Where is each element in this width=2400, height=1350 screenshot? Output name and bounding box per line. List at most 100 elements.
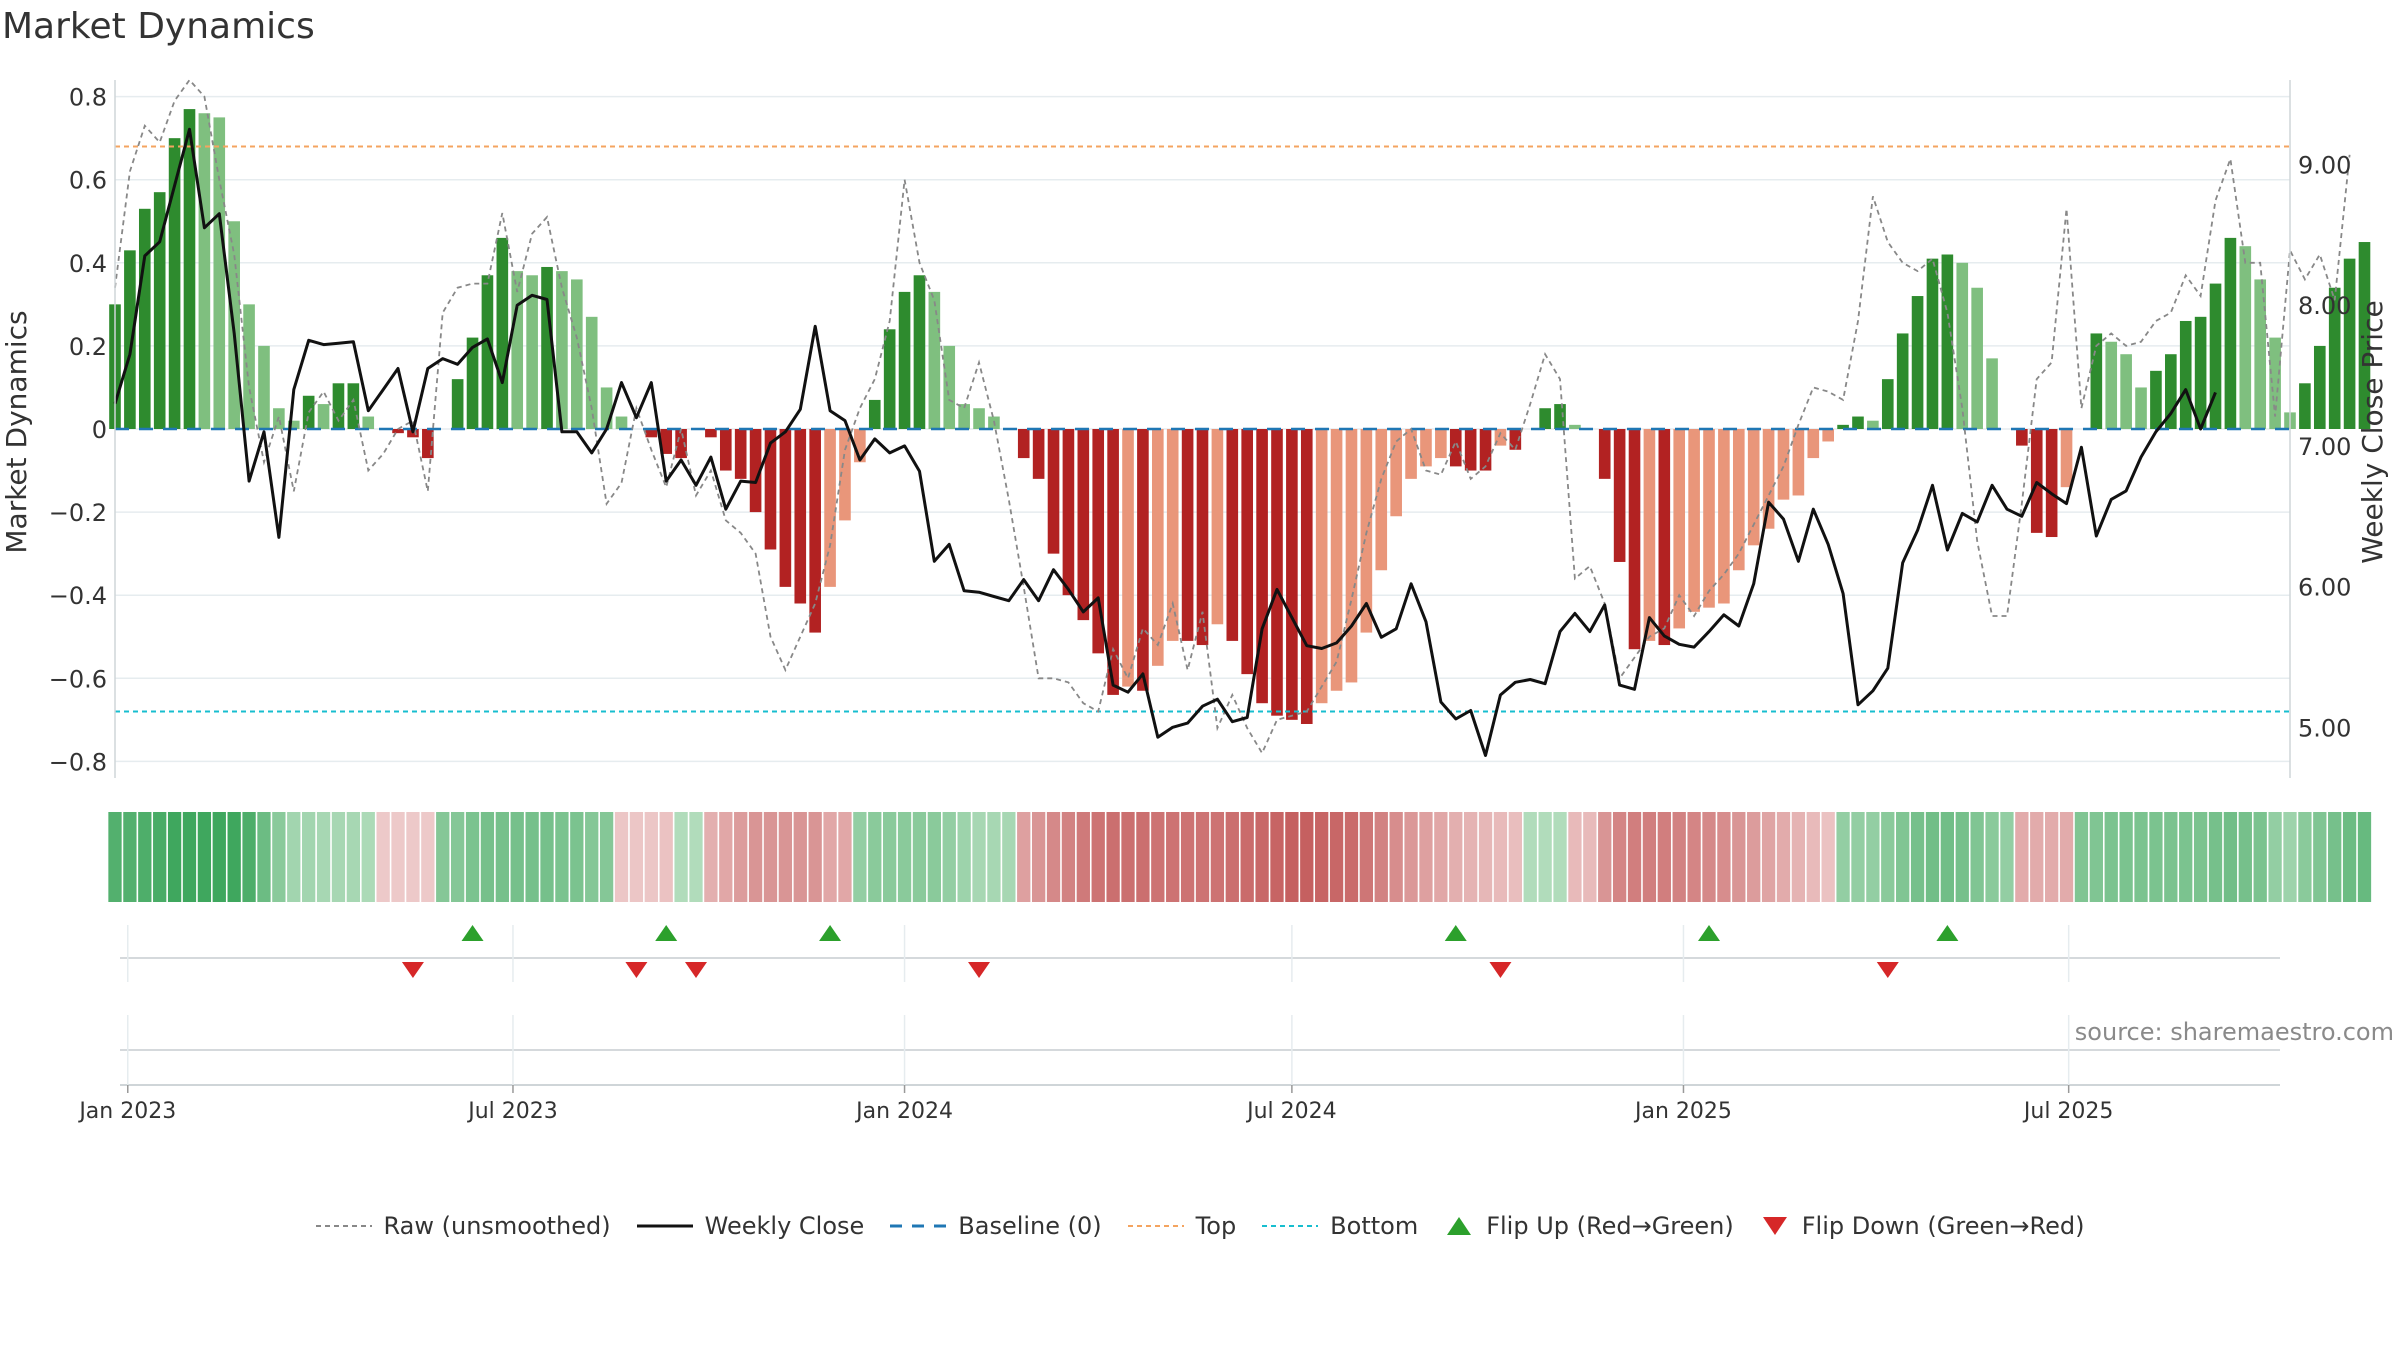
dynamics-bar xyxy=(779,429,792,587)
heat-strip-cell xyxy=(1344,812,1359,902)
dynamics-bar xyxy=(153,192,166,429)
heat-strip-cell xyxy=(540,812,554,902)
heat-strip-cell xyxy=(2119,812,2133,902)
heat-strip-cell xyxy=(2134,812,2148,902)
heat-strip-cell xyxy=(1136,812,1150,902)
heat-strip-cell xyxy=(972,812,986,902)
dynamics-bar xyxy=(541,266,553,429)
heat-strip-cell xyxy=(376,812,390,902)
heat-strip-cell xyxy=(1568,812,1582,902)
y-tick-label: −0.6 xyxy=(49,665,107,693)
heat-strip-cell xyxy=(2193,812,2208,902)
heat-strip-cell xyxy=(2074,812,2089,902)
dynamics-bar xyxy=(1911,296,1924,429)
legend-label-flip-up: Flip Up (Red→Green) xyxy=(1486,1212,1734,1240)
heat-strip-cell xyxy=(2313,812,2327,902)
dynamics-bar xyxy=(1881,379,1894,429)
dynamics-bar xyxy=(705,429,717,438)
y-tick-label: 0 xyxy=(92,416,107,444)
dynamics-bar xyxy=(1509,429,1522,450)
heat-strip-cell xyxy=(450,812,465,902)
heat-strip-cell xyxy=(1300,812,1314,902)
dynamics-bar xyxy=(168,138,181,429)
flip-up-marker xyxy=(655,925,678,941)
dynamics-bar xyxy=(868,399,881,429)
heat-strip-cell xyxy=(1180,812,1195,902)
dynamics-bar xyxy=(1613,429,1626,562)
heat-strip-cell xyxy=(346,812,361,902)
dynamics-bar xyxy=(1032,429,1045,479)
dynamics-bar xyxy=(1554,404,1566,429)
heat-strip-cell xyxy=(2253,812,2267,902)
heat-strip-cell xyxy=(2015,812,2029,902)
heat-strip-cell xyxy=(1046,812,1061,902)
heat-strip-cell xyxy=(1464,812,1478,902)
y-tick-label: 0.4 xyxy=(69,250,107,278)
legend-label-raw: Raw (unsmoothed) xyxy=(383,1212,611,1240)
heat-strip-cell xyxy=(465,812,480,902)
heat-strip-cell xyxy=(570,812,584,902)
dynamics-bar xyxy=(958,404,970,429)
heat-strip-cell xyxy=(734,812,748,902)
heat-strip-cell xyxy=(1881,812,1895,902)
dynamics-bar xyxy=(1151,429,1164,666)
heat-strip-cell xyxy=(2238,812,2252,902)
dynamics-bar xyxy=(1971,287,1983,429)
heat-strip-cell xyxy=(1017,812,1031,902)
dynamics-bar xyxy=(2016,429,2028,446)
heat-strip-cell xyxy=(1478,812,1493,902)
heat-strip-cell xyxy=(1374,812,1388,902)
heat-strip-cell xyxy=(272,812,286,902)
dynamics-bar xyxy=(1211,429,1224,625)
heat-strip-cell xyxy=(2179,812,2193,902)
x-tick-label: Jan 2024 xyxy=(854,1099,953,1124)
legend-item-close: Weekly Close xyxy=(636,1212,864,1240)
dynamics-bar xyxy=(1286,429,1298,720)
dynamics-bar xyxy=(183,109,196,429)
dynamics-bar xyxy=(2269,337,2281,429)
heat-strip-cell xyxy=(838,812,852,902)
heat-strip-cell xyxy=(510,812,524,902)
dynamics-bar xyxy=(2209,283,2222,429)
dynamics-bar xyxy=(2358,242,2371,429)
weekly-close-line xyxy=(113,127,2217,757)
heat-strip-cell xyxy=(1329,812,1344,902)
legend-label-bottom: Bottom xyxy=(1330,1212,1419,1240)
legend: Raw (unsmoothed) Weekly Close Baseline (… xyxy=(0,1212,2400,1240)
flip-down-swatch xyxy=(1762,1217,1787,1235)
top-line-swatch xyxy=(1127,1225,1184,1227)
heat-strip-cell xyxy=(182,812,197,902)
dynamics-bar xyxy=(2030,429,2043,533)
heat-strip-cell xyxy=(1270,812,1284,902)
x-tick-label: Jan 2023 xyxy=(77,1099,176,1124)
heat-strip-cell xyxy=(1836,812,1850,902)
heat-strip-cell xyxy=(480,812,495,902)
heat-strip-cell xyxy=(957,812,971,902)
dynamics-bar xyxy=(1986,358,1998,429)
heat-strip-cell xyxy=(2089,812,2103,902)
flip-down-marker xyxy=(1489,962,1512,978)
heat-strip-cell xyxy=(704,812,718,902)
dynamics-bar xyxy=(1047,429,1060,554)
heat-strip-cell xyxy=(2328,812,2342,902)
heat-strip-cell xyxy=(1255,812,1269,902)
heat-strip-cell xyxy=(853,812,867,902)
heat-strip-cell xyxy=(1493,812,1508,902)
heat-strip-cell xyxy=(763,812,778,902)
dynamics-bar xyxy=(2060,429,2073,488)
heat-strip-cell xyxy=(748,812,763,902)
heat-strip-cell xyxy=(361,812,375,902)
legend-label-top: Top xyxy=(1195,1212,1237,1240)
heat-strip-cell xyxy=(1598,812,1612,902)
dynamics-bar xyxy=(1479,429,1492,471)
dynamics-bar xyxy=(287,420,300,429)
dynamics-bar xyxy=(1375,429,1388,571)
y2-tick-label: 5.00 xyxy=(2298,714,2351,742)
heat-strip-cell xyxy=(2000,812,2014,902)
dynamics-bar xyxy=(2239,246,2252,429)
heat-strip-cell xyxy=(1866,812,1880,902)
heat-strip-cell xyxy=(525,812,539,902)
heat-strip-cell xyxy=(1166,812,1180,902)
y2-tick-label: 9.00 xyxy=(2298,151,2351,179)
heat-strip-cell xyxy=(2164,812,2178,902)
